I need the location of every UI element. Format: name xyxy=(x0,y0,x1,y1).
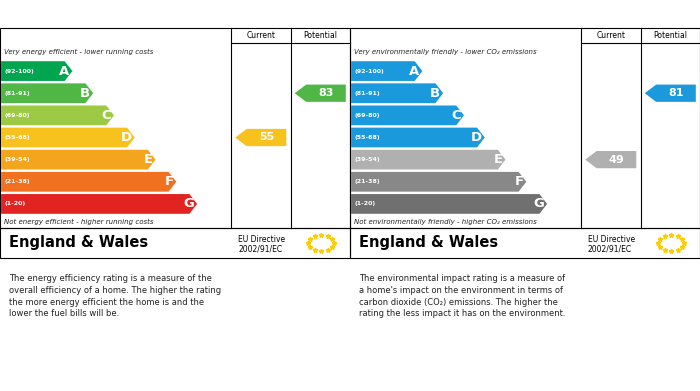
Text: (39-54): (39-54) xyxy=(4,157,30,162)
Text: (81-91): (81-91) xyxy=(354,91,380,96)
Polygon shape xyxy=(1,127,135,147)
Text: (69-80): (69-80) xyxy=(354,113,379,118)
Text: G: G xyxy=(533,197,545,210)
Text: Environmental Impact (CO₂) Rating: Environmental Impact (CO₂) Rating xyxy=(355,7,587,20)
Text: E: E xyxy=(494,153,503,166)
Polygon shape xyxy=(351,194,547,214)
Polygon shape xyxy=(351,127,484,147)
Polygon shape xyxy=(1,194,197,214)
Text: (69-80): (69-80) xyxy=(4,113,29,118)
Polygon shape xyxy=(1,83,93,103)
Text: The energy efficiency rating is a measure of the
overall efficiency of a home. T: The energy efficiency rating is a measur… xyxy=(8,274,221,318)
Text: Potential: Potential xyxy=(303,31,337,40)
Polygon shape xyxy=(1,106,114,125)
Text: 2002/91/EC: 2002/91/EC xyxy=(588,244,632,253)
Text: EU Directive: EU Directive xyxy=(238,235,285,244)
Polygon shape xyxy=(295,84,346,102)
Polygon shape xyxy=(1,172,176,192)
Polygon shape xyxy=(235,129,286,146)
Text: (1-20): (1-20) xyxy=(354,201,375,206)
Text: G: G xyxy=(183,197,195,210)
Polygon shape xyxy=(1,150,155,170)
Text: B: B xyxy=(430,87,440,100)
Text: EU Directive: EU Directive xyxy=(588,235,635,244)
Text: The environmental impact rating is a measure of
a home's impact on the environme: The environmental impact rating is a mea… xyxy=(358,274,566,318)
Text: D: D xyxy=(121,131,132,144)
Text: F: F xyxy=(164,175,174,188)
Text: (1-20): (1-20) xyxy=(4,201,25,206)
Text: England & Wales: England & Wales xyxy=(358,235,498,251)
Text: Energy Efficiency Rating: Energy Efficiency Rating xyxy=(6,7,168,20)
Text: 83: 83 xyxy=(318,88,334,98)
Polygon shape xyxy=(1,61,72,81)
Text: B: B xyxy=(80,87,90,100)
Text: (92-100): (92-100) xyxy=(4,68,34,74)
Text: Very environmentally friendly - lower CO₂ emissions: Very environmentally friendly - lower CO… xyxy=(354,48,536,55)
Text: C: C xyxy=(102,109,111,122)
Text: Potential: Potential xyxy=(653,31,687,40)
Text: Not environmentally friendly - higher CO₂ emissions: Not environmentally friendly - higher CO… xyxy=(354,219,536,224)
Polygon shape xyxy=(351,83,443,103)
Text: 81: 81 xyxy=(668,88,684,98)
Text: Not energy efficient - higher running costs: Not energy efficient - higher running co… xyxy=(4,219,153,224)
Text: 49: 49 xyxy=(608,155,624,165)
Polygon shape xyxy=(351,150,505,170)
Polygon shape xyxy=(585,151,636,168)
Text: 2002/91/EC: 2002/91/EC xyxy=(238,244,282,253)
Text: (55-68): (55-68) xyxy=(4,135,30,140)
Text: 55: 55 xyxy=(259,133,274,142)
Text: A: A xyxy=(410,65,419,77)
Text: E: E xyxy=(144,153,153,166)
Text: Current: Current xyxy=(246,31,275,40)
Polygon shape xyxy=(351,172,526,192)
Text: Current: Current xyxy=(596,31,625,40)
Text: England & Wales: England & Wales xyxy=(8,235,148,251)
Text: C: C xyxy=(452,109,461,122)
Text: Very energy efficient - lower running costs: Very energy efficient - lower running co… xyxy=(4,48,153,55)
Polygon shape xyxy=(351,106,464,125)
Text: F: F xyxy=(514,175,524,188)
Text: (21-38): (21-38) xyxy=(354,179,380,184)
Text: (81-91): (81-91) xyxy=(4,91,30,96)
Text: (55-68): (55-68) xyxy=(354,135,380,140)
Polygon shape xyxy=(645,84,696,102)
Text: D: D xyxy=(471,131,482,144)
Polygon shape xyxy=(351,61,422,81)
Text: A: A xyxy=(60,65,69,77)
Text: (92-100): (92-100) xyxy=(354,68,384,74)
Text: (39-54): (39-54) xyxy=(354,157,380,162)
Text: (21-38): (21-38) xyxy=(4,179,30,184)
